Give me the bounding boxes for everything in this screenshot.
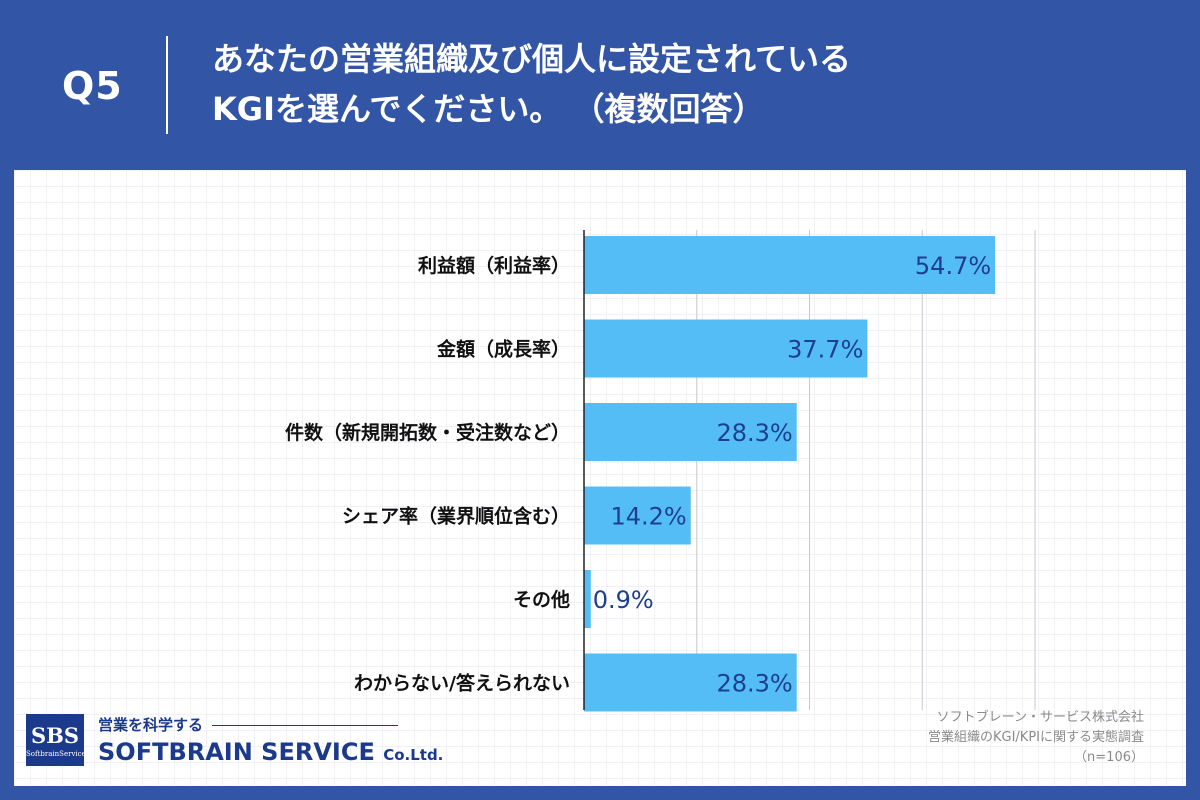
bar [584,319,868,378]
logo-company-name: SOFTBRAIN SERVICE Co.Ltd. [98,738,443,766]
logo-company-suffix: Co.Ltd. [383,746,444,764]
header-divider [166,36,168,134]
question-title: あなたの営業組織及び個人に設定されている KGIを選んでください。 （複数回答） [212,34,851,134]
source-note: ソフトブレーン・サービス株式会社 営業組織のKGI/KPIに関する実態調査 （n… [928,708,1144,768]
bar [584,653,797,712]
bar [584,570,591,628]
bar [584,236,996,294]
value-label: 28.3% [716,670,792,698]
category-label: 利益額（利益率） [418,254,570,277]
bar-chart: 利益額（利益率） 54.7% 金額（成長率） 37.7% 件数（新規開拓数・受注数など）… [285,230,1036,712]
question-number: Q5 [62,64,123,108]
logo-company-main: SOFTBRAIN SERVICE [98,738,375,766]
category-label: シェア率（業界順位含む） [342,505,570,528]
question-title-line1: あなたの営業組織及び個人に設定されている [212,40,852,78]
bar [584,403,797,461]
source-survey: 営業組織のKGI/KPIに関する実態調査 [927,730,1144,745]
category-label: その他 [513,588,570,611]
source-sample-size: （n=106） [1074,750,1144,765]
chart-panel: 利益額（利益率） 54.7% 金額（成長率） 37.7% 件数（新規開拓数・受注数など）… [14,170,1186,786]
logo-rule [212,725,398,726]
category-label: 金額（成長率） [436,338,570,361]
value-label: 14.2% [610,503,686,531]
category-label: 件数（新規開拓数・受注数など） [285,421,570,444]
category-label: わからない/答えられない [354,672,570,695]
company-logo: SBS SoftbrainService 営業を科学する SOFTBRAIN S… [26,710,443,770]
value-label: 54.7% [915,252,991,280]
question-title-line2: KGIを選んでください。 （複数回答） [212,90,765,128]
logo-tagline: 営業を科学する [98,716,204,734]
header: Q5 あなたの営業組織及び個人に設定されている KGIを選んでください。 （複数… [0,0,1200,170]
bar [584,486,691,545]
logo-mark-text: SBS [30,723,80,748]
logo-mark: SBS SoftbrainService [26,714,86,766]
value-label: 28.3% [716,419,792,447]
logo-mark-subtext: SoftbrainService [26,750,86,758]
value-label: 37.7% [787,336,863,364]
source-company: ソフトブレーン・サービス株式会社 [936,710,1144,725]
value-label: 0.9% [593,586,654,614]
